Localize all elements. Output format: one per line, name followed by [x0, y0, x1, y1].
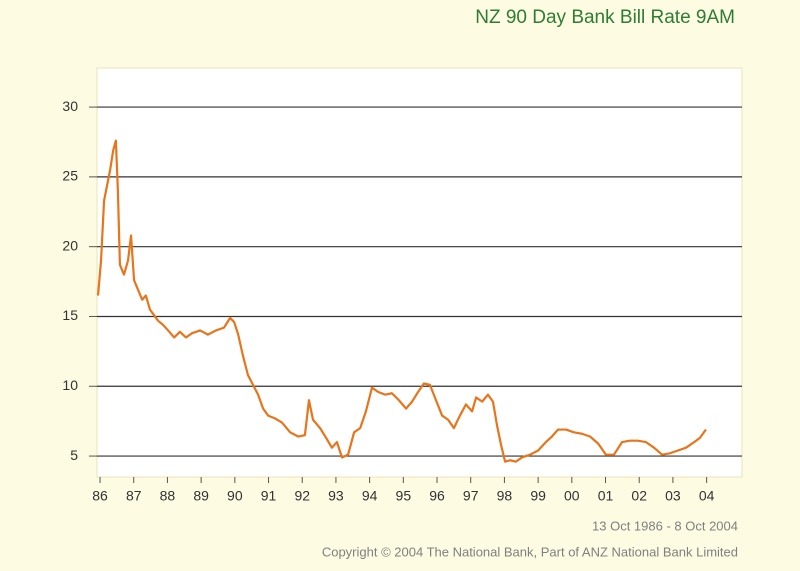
x-tick-label: 99	[530, 488, 546, 504]
x-tick-label: 98	[497, 488, 513, 504]
x-tick-label: 96	[429, 488, 445, 504]
x-tick-label: 88	[160, 488, 176, 504]
chart-title: NZ 90 Day Bank Bill Rate 9AM	[475, 7, 735, 28]
x-tick-label: 95	[396, 488, 412, 504]
x-tick-label: 97	[463, 488, 479, 504]
y-tick-label: 20	[62, 237, 78, 253]
x-tick-label: 92	[294, 488, 310, 504]
x-tick-label: 90	[227, 488, 243, 504]
y-tick-label: 10	[62, 377, 78, 393]
data-line	[96, 139, 707, 463]
x-tick-label: 91	[261, 488, 277, 504]
x-tick-label: 04	[699, 488, 715, 504]
x-tick-label: 94	[362, 488, 378, 504]
x-tick-label: 01	[598, 488, 614, 504]
x-tick-label: 89	[193, 488, 209, 504]
y-tick-label: 25	[62, 168, 78, 184]
y-tick-label: 5	[70, 447, 78, 463]
plot-area	[96, 67, 743, 478]
x-tick-label: 03	[665, 488, 681, 504]
x-tick-label: 86	[92, 488, 108, 504]
chart-subtitle: 13 Oct 1986 - 8 Oct 2004	[592, 518, 738, 533]
x-tick-label: 02	[631, 488, 647, 504]
y-tick-label: 30	[62, 98, 78, 114]
copyright: Copyright © 2004 The National Bank, Part…	[322, 544, 738, 559]
y-tick-label: 15	[62, 307, 78, 323]
x-tick-label: 87	[126, 488, 142, 504]
x-tick-label: 93	[328, 488, 344, 504]
x-tick-label: 00	[564, 488, 580, 504]
